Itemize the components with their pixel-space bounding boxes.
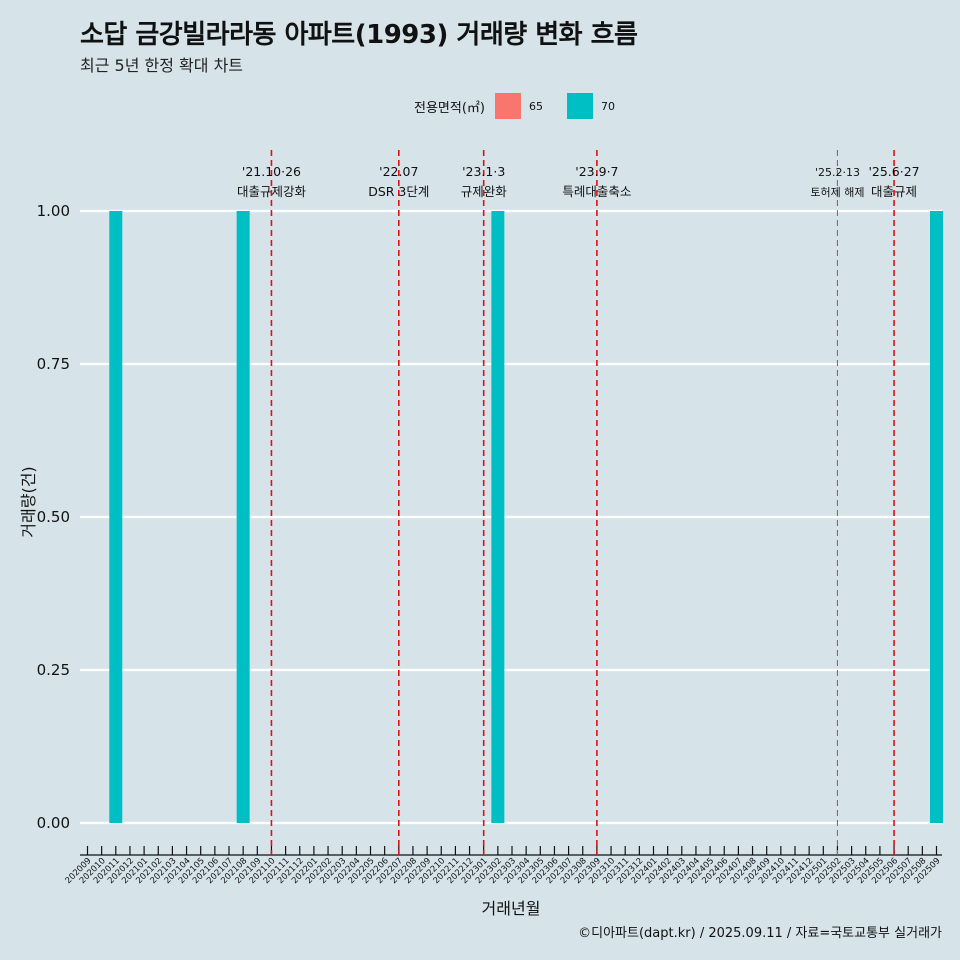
source-caption: ©디아파트(dapt.kr) / 2025.09.11 / 자료=국토교통부 실…: [578, 926, 942, 941]
legend-swatch-65: [494, 93, 521, 119]
legend-title: 전용면적(㎡): [414, 100, 485, 116]
legend: 전용면적(㎡) 65 70: [414, 93, 639, 119]
x-axis-title: 거래년월: [482, 899, 541, 918]
event-label-202110: 대출규제강화: [237, 184, 307, 199]
chart-title: 소답 금강빌라라동 아파트(1993) 거래량 변화 흐름: [80, 20, 638, 50]
legend-label-70: 70: [600, 99, 615, 113]
chart-subtitle: 최근 5년 한정 확대 차트: [80, 56, 244, 75]
legend-label-65: 65: [528, 99, 543, 113]
event-label-202207: DSR 3단계: [368, 184, 429, 199]
bar-202108: [236, 211, 250, 823]
bar-202302: [491, 211, 505, 823]
event-date-202506: '25.6·27: [868, 164, 919, 179]
event-date-202301: '23.1·3: [462, 164, 505, 179]
y-axis-title: 거래량(건): [19, 466, 38, 537]
bar-202509: [930, 211, 943, 823]
legend-swatch-70: [566, 93, 593, 119]
y-tick-label: 0.75: [37, 355, 70, 373]
event-date-202502: '25.2·13: [815, 166, 860, 179]
y-tick-label: 0.00: [37, 814, 70, 832]
event-label-202301: 규제완화: [461, 184, 508, 199]
y-tick-label: 1.00: [37, 202, 70, 220]
event-label-202309: 특례대출축소: [562, 184, 631, 199]
event-date-202309: '23.9·7: [575, 164, 618, 179]
event-label-202502: 토허제 해제: [810, 185, 864, 199]
y-tick-label: 0.25: [37, 661, 70, 679]
event-date-202110: '21.10·26: [242, 164, 301, 179]
bar-202011: [109, 211, 123, 823]
event-date-202207: '22.07: [379, 164, 418, 179]
y-tick-label: 0.50: [37, 508, 70, 526]
event-label-202506: 대출규제: [871, 184, 917, 199]
